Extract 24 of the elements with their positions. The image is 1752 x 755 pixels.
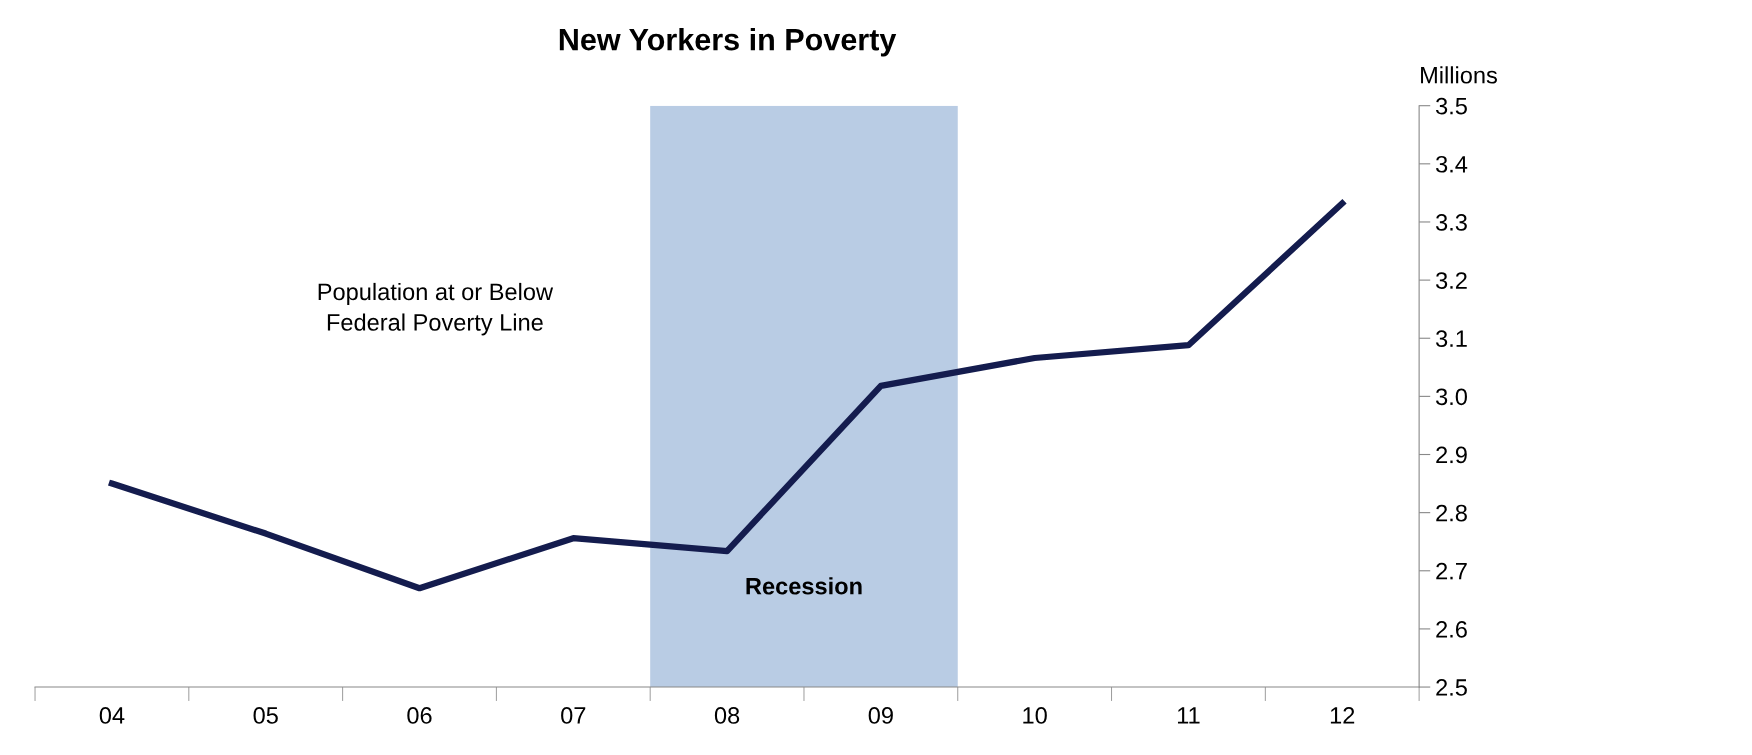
y-axis-title: Millions <box>1421 66 1497 84</box>
x-tick-label: 05 <box>253 707 278 724</box>
y-tick-label: 2.7 <box>1436 562 1467 580</box>
chart-title: New Yorkers in Poverty <box>559 28 897 57</box>
x-tick-label: 06 <box>407 707 432 724</box>
y-tick-label: 2.6 <box>1436 620 1467 638</box>
y-tick-label: 2.8 <box>1436 504 1467 522</box>
y-tick-label: 3.4 <box>1435 155 1468 173</box>
x-tick-label: 08 <box>714 707 740 724</box>
x-tick-label: 09 <box>868 707 893 724</box>
y-tick-label: 3.3 <box>1435 214 1467 231</box>
y-tick-label: 3.0 <box>1435 388 1467 406</box>
y-tick-label: 3.1 <box>1435 330 1467 348</box>
y-tick-label: 3.2 <box>1435 272 1467 289</box>
band-label: Recession <box>746 577 862 595</box>
x-tick-label: 12 <box>1330 707 1355 724</box>
y-tick-label: 2.9 <box>1436 446 1467 464</box>
y-tick-label: 2.5 <box>1436 679 1467 696</box>
x-tick-label: 11 <box>1177 707 1200 724</box>
annotation: Population at or Below Federal Poverty Line <box>318 282 554 336</box>
x-tick-label: 04 <box>99 707 125 724</box>
y-tick-label: 3.5 <box>1435 97 1467 115</box>
x-tick-label: 07 <box>561 707 586 724</box>
x-tick-label: 10 <box>1023 707 1047 724</box>
